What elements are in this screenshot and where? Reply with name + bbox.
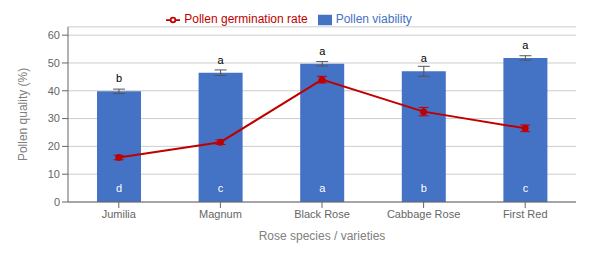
svg-text:20: 20: [48, 140, 60, 152]
svg-text:a: a: [319, 45, 326, 57]
svg-text:60: 60: [48, 29, 60, 41]
svg-text:First Red: First Red: [503, 208, 548, 220]
svg-text:b: b: [116, 72, 122, 84]
svg-text:d: d: [116, 182, 122, 194]
svg-text:Magnum: Magnum: [199, 208, 242, 220]
svg-text:b: b: [421, 182, 427, 194]
svg-text:Pollen quality (%): Pollen quality (%): [16, 68, 30, 161]
html-text:Pollen viability: Pollen viability: [335, 12, 412, 26]
svg-text:c: c: [218, 182, 224, 194]
svg-text:a: a: [218, 54, 225, 66]
svg-text:Black Rose: Black Rose: [294, 208, 350, 220]
svg-text:30: 30: [48, 112, 60, 124]
svg-text:Jumilia: Jumilia: [102, 208, 137, 220]
svg-text:0: 0: [54, 196, 60, 208]
html-text:Pollen germination rate: Pollen germination rate: [184, 12, 308, 26]
svg-text:Cabbage Rose: Cabbage Rose: [387, 208, 460, 220]
svg-text:50: 50: [48, 57, 60, 69]
svg-text:a: a: [319, 182, 326, 194]
svg-text:Rose species / varieties: Rose species / varieties: [259, 229, 386, 243]
svg-text:c: c: [523, 182, 529, 194]
svg-text:10: 10: [48, 168, 60, 180]
svg-text:a: a: [522, 39, 529, 51]
svg-text:40: 40: [48, 85, 60, 97]
svg-text:a: a: [421, 52, 428, 64]
